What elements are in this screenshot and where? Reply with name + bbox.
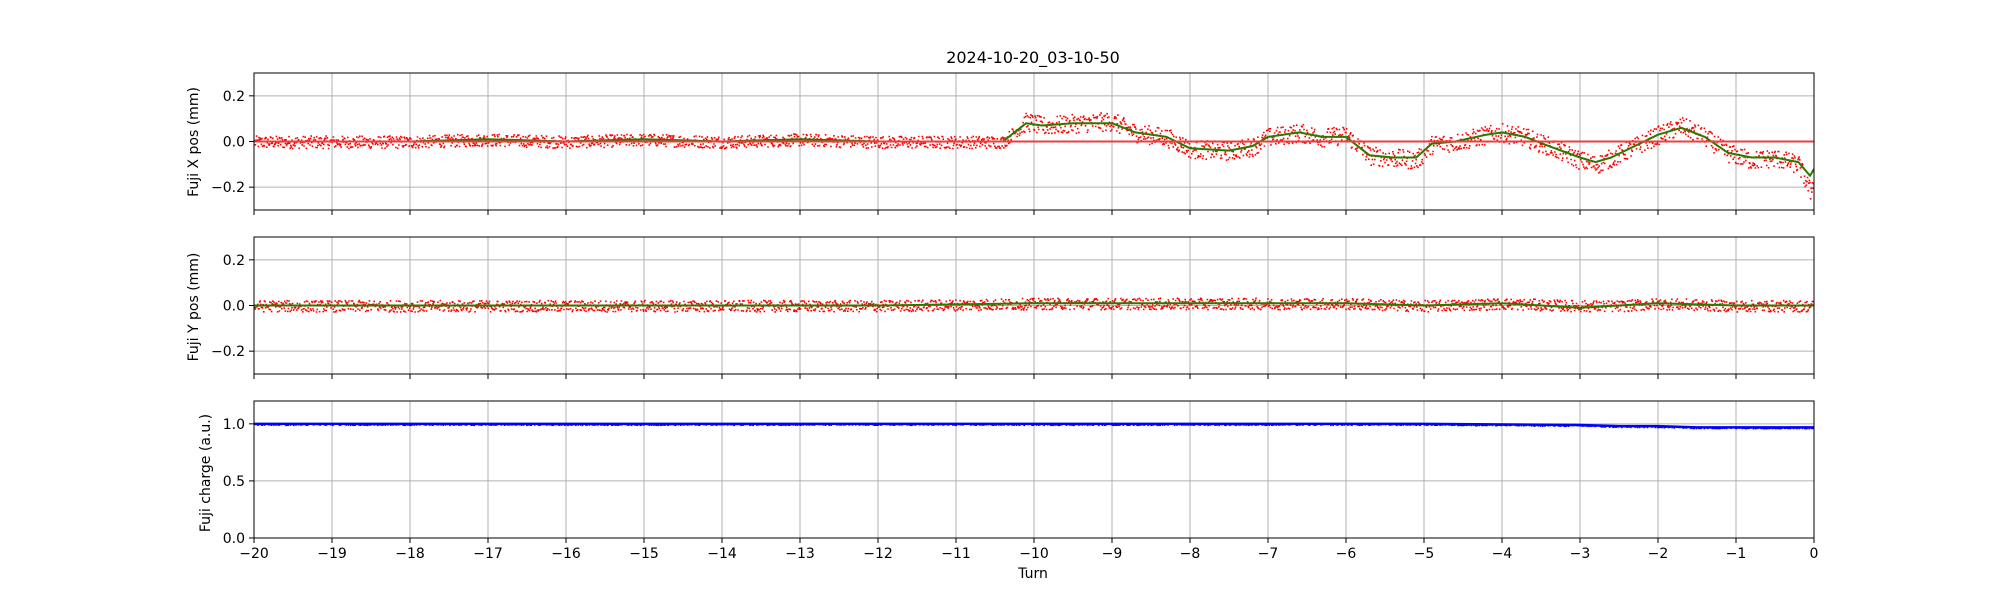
xlabel-turn: Turn — [1017, 566, 1048, 582]
x-tick-label: −5 — [1414, 546, 1435, 562]
x-tick-label: −19 — [317, 546, 347, 562]
y-tick-label: 0.5 — [223, 474, 245, 490]
y-position-smoothed-line — [254, 302, 1814, 309]
x-tick-label: −4 — [1492, 546, 1513, 562]
ylabel-charge: Fuji charge (a.u.) — [198, 414, 214, 532]
y-tick-label: 0.2 — [223, 253, 245, 269]
x-tick-label: −15 — [629, 546, 659, 562]
x-tick-label: −16 — [551, 546, 581, 562]
y-tick-label: 0.0 — [223, 299, 245, 315]
charge-axes-frame — [253, 400, 1815, 539]
x-tick-label: −18 — [395, 546, 425, 562]
x-tick-label: −9 — [1102, 546, 1123, 562]
x-tick-label: −10 — [1019, 546, 1049, 562]
x-tick-label: −14 — [707, 546, 737, 562]
x-tick-label: −12 — [863, 546, 893, 562]
chart-title: 2024-10-20_03-10-50 — [946, 48, 1120, 68]
x-tick-label: −17 — [473, 546, 503, 562]
x-position-data-points — [254, 112, 1814, 200]
x-position-panel: 0.2 0.0 −0.2 — [211, 72, 1815, 215]
y-tick-label: 0.0 — [223, 135, 245, 151]
y-tick-label: −0.2 — [211, 344, 245, 360]
ylabel-y-position: Fuji Y pos (mm) — [186, 253, 202, 362]
x-tick-label: −3 — [1570, 546, 1591, 562]
x-position-axes-frame — [253, 72, 1815, 211]
x-position-smoothed-line — [254, 122, 1814, 177]
y-position-plot-area — [254, 297, 1814, 313]
x-tick-label: −11 — [941, 546, 971, 562]
y-tick-label: 1.0 — [223, 417, 245, 433]
y-tick-label: 0.0 — [223, 531, 245, 547]
ylabel-x-position: Fuji X pos (mm) — [186, 87, 202, 197]
x-tick-label: 0 — [1810, 546, 1819, 562]
charge-panel: −20 −19 −18 −17 −16 −15 −14 −13 −12 −11 −10 −9 −8 −7−… — [223, 400, 1819, 562]
x-tick-label: −6 — [1336, 546, 1357, 562]
charge-plot-area — [254, 422, 1814, 430]
charge-band-line — [254, 422, 1814, 429]
y-tick-label: 0.2 — [223, 89, 245, 105]
y-position-data-points — [254, 297, 1814, 313]
x-tick-label: −8 — [1180, 546, 1201, 562]
x-tick-label: −2 — [1648, 546, 1669, 562]
y-position-axes-frame — [253, 236, 1815, 375]
x-tick-label: −13 — [785, 546, 815, 562]
x-position-plot-area — [254, 112, 1814, 200]
x-tick-label: −7 — [1258, 546, 1279, 562]
x-tick-label: −20 — [239, 546, 269, 562]
y-position-panel: 0.2 0.0 −0.2 — [211, 236, 1815, 379]
x-tick-label: −1 — [1726, 546, 1747, 562]
y-tick-label: −0.2 — [211, 180, 245, 196]
